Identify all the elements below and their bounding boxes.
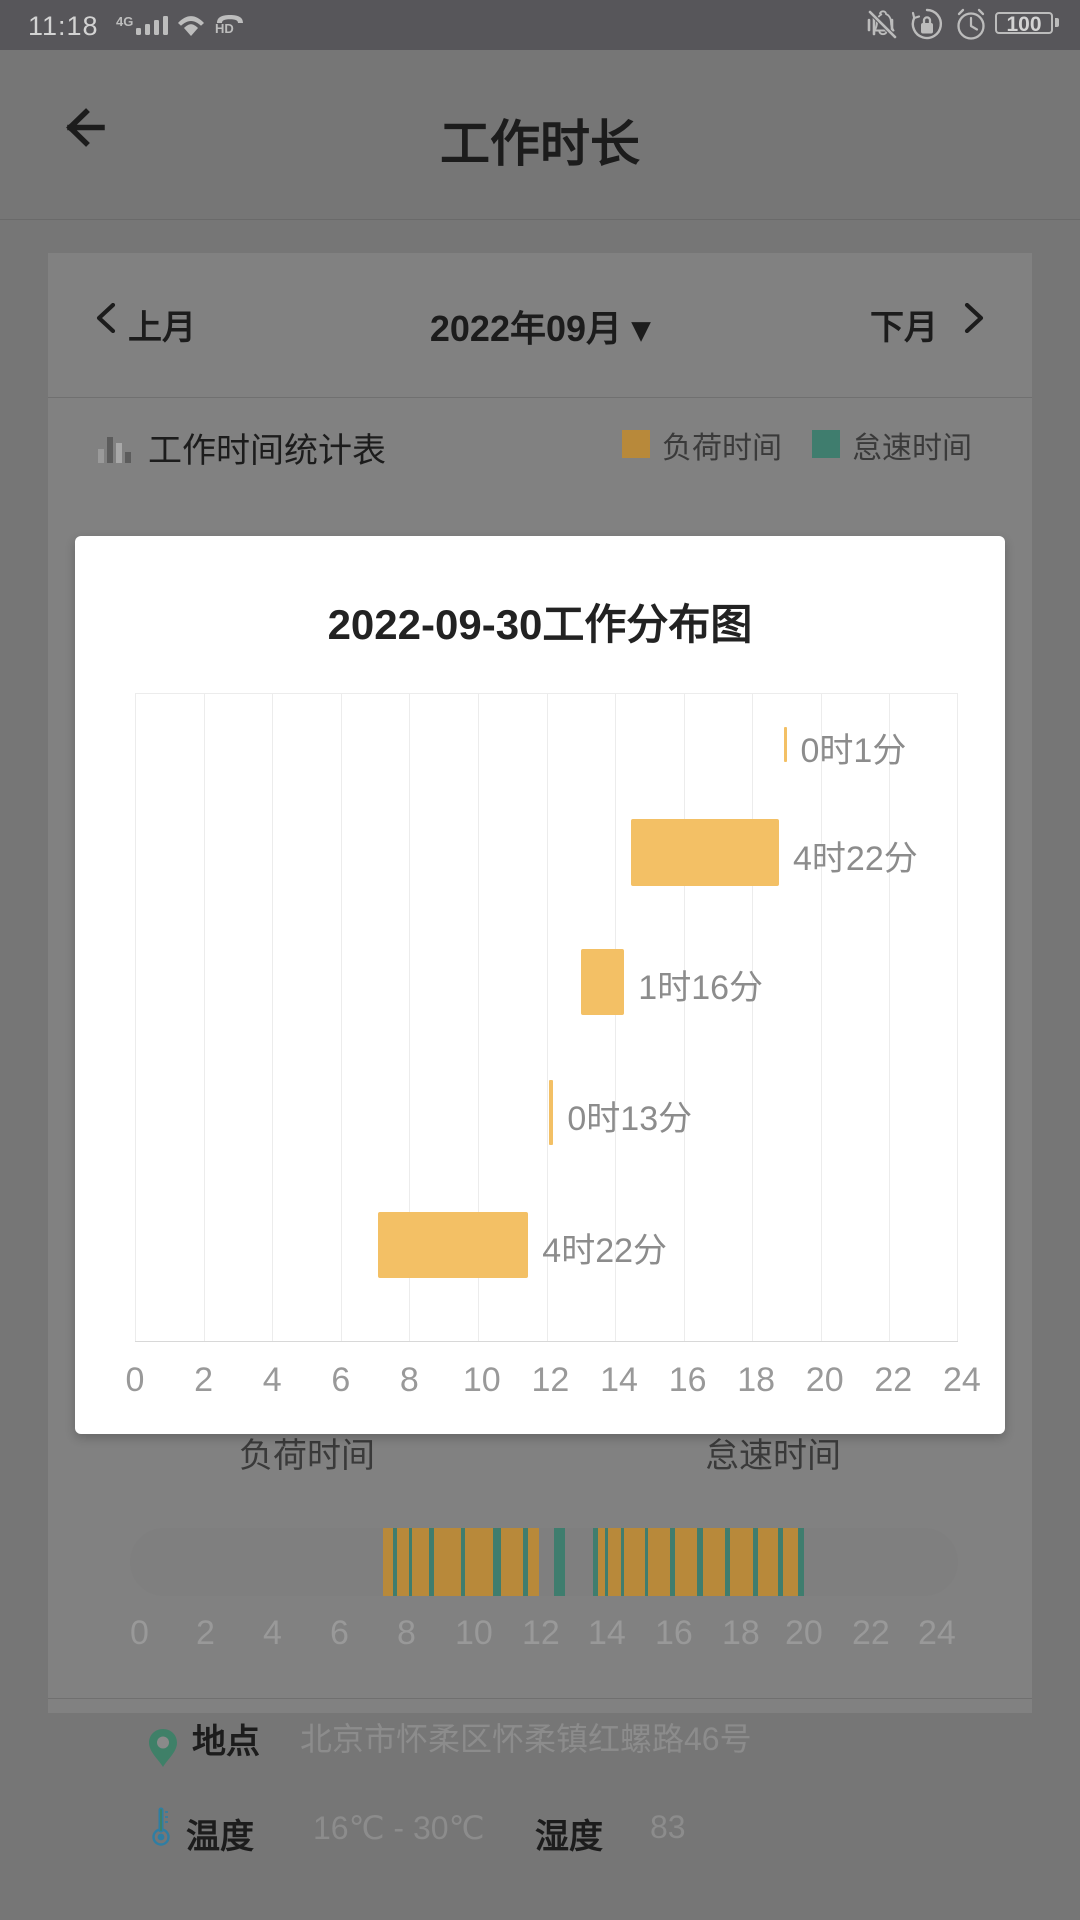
svg-text:HD: HD <box>215 21 234 35</box>
